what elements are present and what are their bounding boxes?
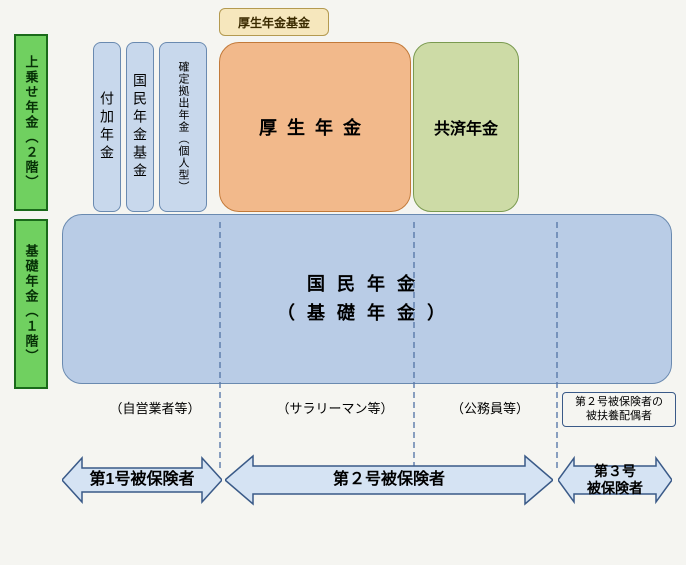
kosei-kikin-text: 厚生年金基金 — [238, 14, 310, 31]
kakutei-text: 確定拠出年金（個人型） — [175, 61, 191, 193]
cat2-text: （サラリーマン等） — [276, 401, 393, 416]
cat4: 第２号被保険者の 被扶養配偶者 — [562, 392, 676, 427]
tier1-text: 基礎年金（１階） — [22, 244, 41, 364]
cat1-text: （自営業者等） — [109, 401, 200, 416]
tier2-text: 上乗せ年金（２階） — [22, 55, 41, 190]
cat3: （公務員等） — [440, 398, 540, 417]
cat1: （自営業者等） — [100, 398, 210, 417]
kokumin-line1: 国民年金 — [307, 270, 427, 299]
arrow1: 第1号被保険者 — [62, 450, 222, 510]
kokumin-line2: （基礎年金） — [277, 299, 457, 328]
arrow3-text: 第３号 被保険者 — [587, 463, 643, 497]
arrow3: 第３号 被保険者 — [558, 450, 672, 510]
cat4b-text: 被扶養配偶者 — [586, 410, 652, 422]
fuka-box: 付加年金 — [93, 42, 121, 212]
diagram: 上乗せ年金（２階） 基礎年金（１階） 付加年金 国民年金基金 確定拠出年金（個人… — [0, 0, 686, 565]
kakutei-box: 確定拠出年金（個人型） — [159, 42, 207, 212]
divider-1 — [219, 222, 221, 468]
divider-3 — [556, 222, 558, 468]
fuka-text: 付加年金 — [97, 91, 117, 163]
kokumin-kikin-text: 国民年金基金 — [130, 73, 150, 181]
arrow2-text: 第２号被保険者 — [333, 470, 445, 489]
tier1-label: 基礎年金（１階） — [14, 219, 48, 389]
kyosai-text: 共済年金 — [434, 115, 498, 139]
kokumin-box: 国民年金 （基礎年金） — [62, 214, 672, 384]
arrow3-line2: 被保険者 — [587, 480, 643, 496]
cat3-text: （公務員等） — [451, 401, 529, 416]
divider-2 — [413, 222, 415, 468]
arrow3-line1: 第３号 — [594, 463, 636, 479]
kokumin-kikin-box: 国民年金基金 — [126, 42, 154, 212]
kosei-kikin-box: 厚生年金基金 — [219, 8, 329, 36]
cat4a-text: 第２号被保険者の — [575, 396, 663, 408]
kyosai-box: 共済年金 — [413, 42, 519, 212]
arrow2: 第２号被保険者 — [225, 450, 553, 510]
cat2: （サラリーマン等） — [260, 398, 410, 417]
arrow1-text: 第1号被保険者 — [90, 470, 195, 489]
tier2-label: 上乗せ年金（２階） — [14, 34, 48, 211]
kosei-text: 厚生年金 — [259, 114, 371, 140]
kosei-box: 厚生年金 — [219, 42, 411, 212]
